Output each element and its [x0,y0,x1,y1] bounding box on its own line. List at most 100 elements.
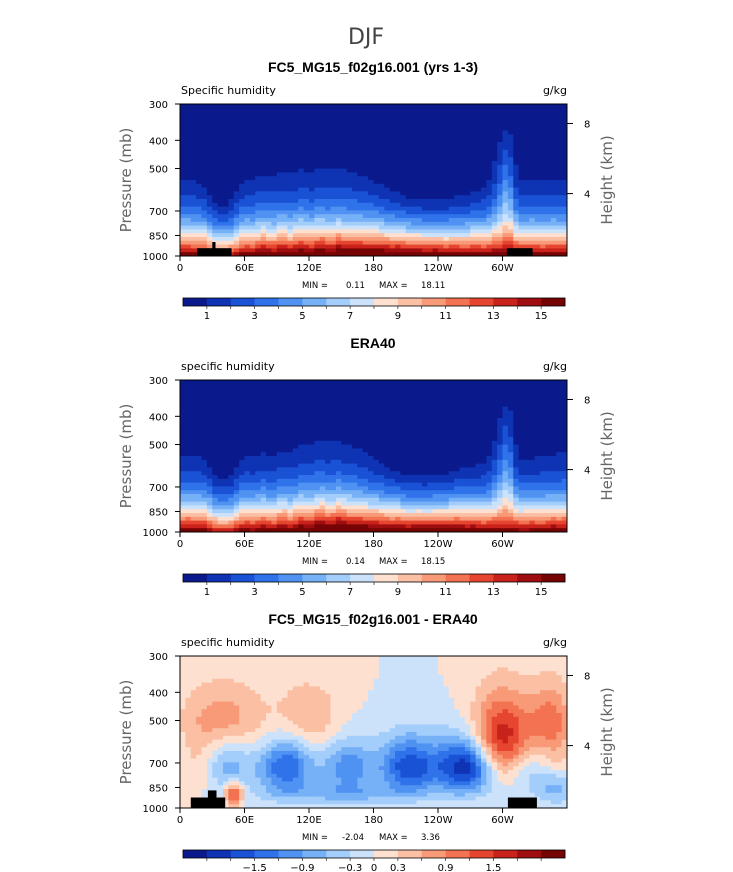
contour-cell [454,437,460,442]
contour-cell [529,145,536,150]
contour-cell [303,421,310,426]
contour-cell [319,440,326,445]
contour-cell [395,395,401,400]
contour-cell [180,126,186,131]
contour-cell [443,233,450,238]
contour-cell [513,478,520,483]
contour-cell [287,467,294,472]
contour-cell [405,402,412,407]
contour-cell [432,187,439,192]
contour-cell [255,123,262,128]
contour-cell [518,161,525,166]
contour-cell [411,180,417,185]
contour-cell [432,206,439,211]
contour-cell [432,471,439,476]
contour-cell [190,380,197,385]
contour-cell [518,233,525,238]
contour-cell [292,157,299,162]
contour-cell [282,240,288,245]
contour-cell [206,444,213,449]
contour-cell [416,421,423,426]
contour-cell [368,111,374,116]
contour-cell [212,164,219,169]
contour-cell [239,202,245,207]
contour-cell [524,410,530,415]
contour-cell [190,471,197,476]
contour-cell [335,467,342,472]
contour-cell [475,195,482,200]
contour-cell [201,402,208,407]
contour-cell [438,387,444,392]
contour-cell [416,157,423,162]
contour-cell [239,444,245,449]
contour-cell [249,233,256,238]
contour-cell [481,418,487,423]
contour-cell [212,463,219,468]
contour-cell [448,399,455,404]
contour-cell [545,391,552,396]
contour-cell [357,115,364,120]
contour-cell [497,180,503,185]
contour-cell [217,115,224,120]
contour-cell [287,444,294,449]
contour-cell [550,123,557,128]
contour-cell [459,195,466,200]
contour-cell [233,399,240,404]
contour-cell [524,115,530,120]
contour-cell [244,463,251,468]
contour-cell [373,191,380,196]
contour-cell [314,229,321,234]
contour-cell [244,138,251,143]
contour-cell [190,149,197,154]
contour-cell [352,229,358,234]
contour-cell [287,134,294,139]
contour-cell [448,123,455,128]
contour-cell [534,206,541,211]
contour-cell [335,145,342,150]
contour-cell [448,157,455,162]
contour-cell [314,391,321,396]
contour-cell [292,387,299,392]
contour-cell [362,399,369,404]
contour-cell [540,214,546,219]
contour-cell [276,402,283,407]
contour-cell [400,172,407,177]
contour-cell [464,433,471,438]
contour-cell [405,104,412,109]
contour-cell [217,486,224,491]
contour-cell [378,452,385,457]
contour-cell [228,119,235,124]
contour-cell [529,433,536,438]
contour-cell [443,383,450,388]
contour-cell [244,425,251,430]
contour-cell [298,444,305,449]
contour-cell [411,206,417,211]
contour-cell [255,214,262,219]
contour-cell [448,425,455,430]
contour-cell [287,233,294,238]
contour-cell [335,248,342,253]
contour-cell [309,221,315,226]
contour-cell [454,444,460,449]
contour-cell [561,391,568,396]
contour-cell [190,440,197,445]
contour-cell [292,463,299,468]
contour-cell [352,180,358,185]
contour-cell [314,202,321,207]
contour-cell [292,448,299,453]
contour-cell [432,210,439,215]
contour-cell [244,210,251,215]
contour-cell [335,452,342,457]
contour-cell [212,218,219,223]
contour-cell [190,134,197,139]
contour-cell [384,210,391,215]
contour-cell [502,168,509,173]
contour-cell [427,157,434,162]
contour-cell [540,433,546,438]
contour-cell [556,482,563,487]
contour-cell [545,471,552,476]
contour-cell [438,134,444,139]
contour-cell [550,214,557,219]
contour-cell [260,180,267,185]
contour-cell [239,191,245,196]
